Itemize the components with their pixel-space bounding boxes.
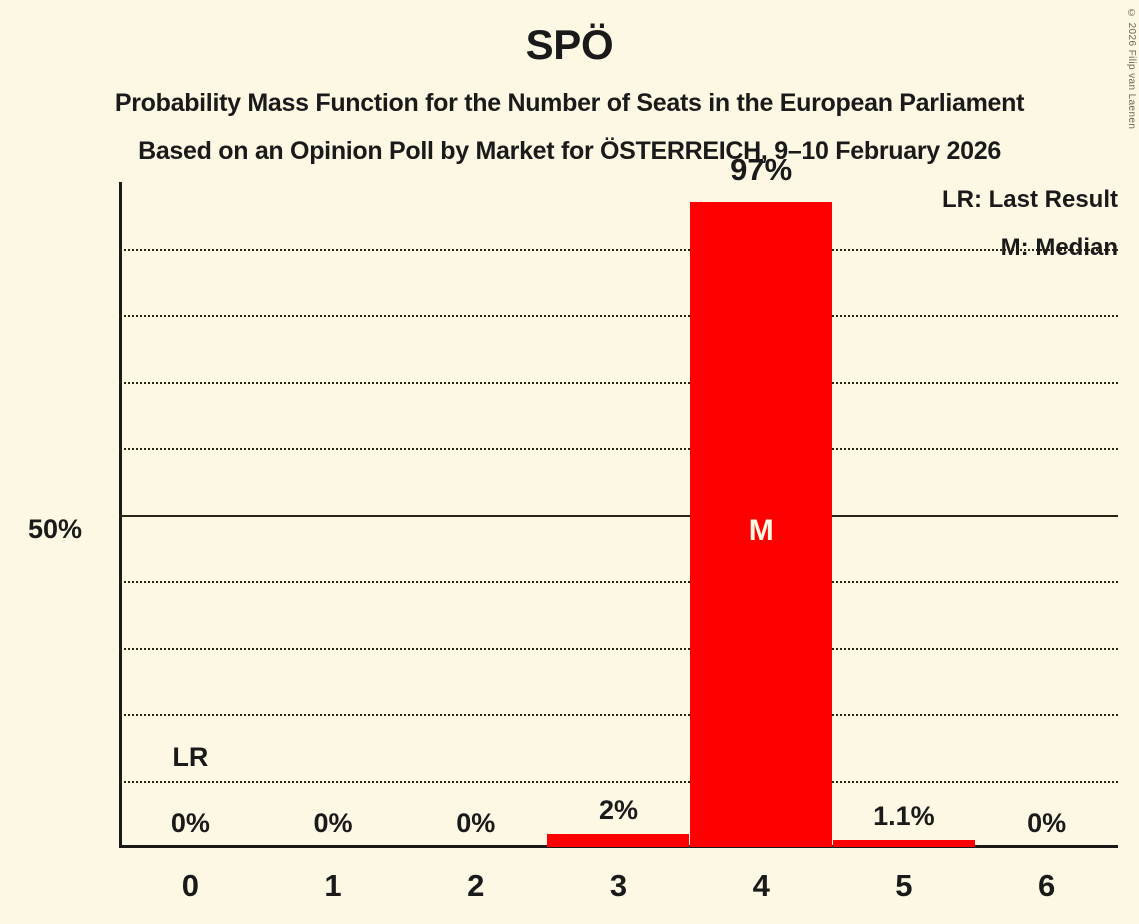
chart-subtitle-primary: Probability Mass Function for the Number… [114,89,1025,117]
x-axis-tick-6: 6 [1038,868,1056,903]
gridline-10 [119,780,1118,783]
legend-last-result: LR: Last Result [941,186,1118,213]
data-label-seat-6: 0% [1027,808,1067,838]
page-title: SPÖ [525,21,614,68]
median-marker: M [748,513,774,547]
x-axis-tick-2: 2 [467,868,485,903]
last-result-marker: LR [172,741,209,772]
gridline-major-50 [119,514,1118,517]
gridline-70 [119,381,1118,384]
plot-area: M [119,182,1118,847]
data-label-seat-0: 0% [170,808,210,838]
data-label-seat-3: 2% [598,794,638,825]
data-label-seat-5: 1.1% [873,800,935,831]
x-axis-tick-1: 1 [324,868,342,903]
gridline-80 [119,315,1118,317]
data-label-seat-2: 0% [456,808,496,838]
y-axis-tick-label-50: 50% [28,514,83,544]
legend-median: M: Median [1000,234,1118,261]
gridline-90 [119,248,1118,251]
gridline-60 [119,448,1118,450]
x-axis-tick-5: 5 [895,868,913,903]
x-axis-tick-4: 4 [752,868,770,903]
bar-seat-3 [547,833,690,847]
x-axis-tick-3: 3 [609,868,628,903]
gridline-20 [119,714,1118,716]
data-label-seat-4: 97% [730,151,793,187]
bar-seat-4: M [690,201,833,847]
chart-subtitle-source: Based on an Opinion Poll by Market for Ö… [138,137,1001,165]
x-axis-tick-0: 0 [181,868,199,903]
gridline-30 [119,647,1118,650]
copyright-notice: © 2026 Filip van Laenen [1126,8,1137,130]
data-label-seat-1: 0% [313,808,353,838]
bar-seat-5 [832,839,975,847]
gridline-40 [119,581,1118,583]
